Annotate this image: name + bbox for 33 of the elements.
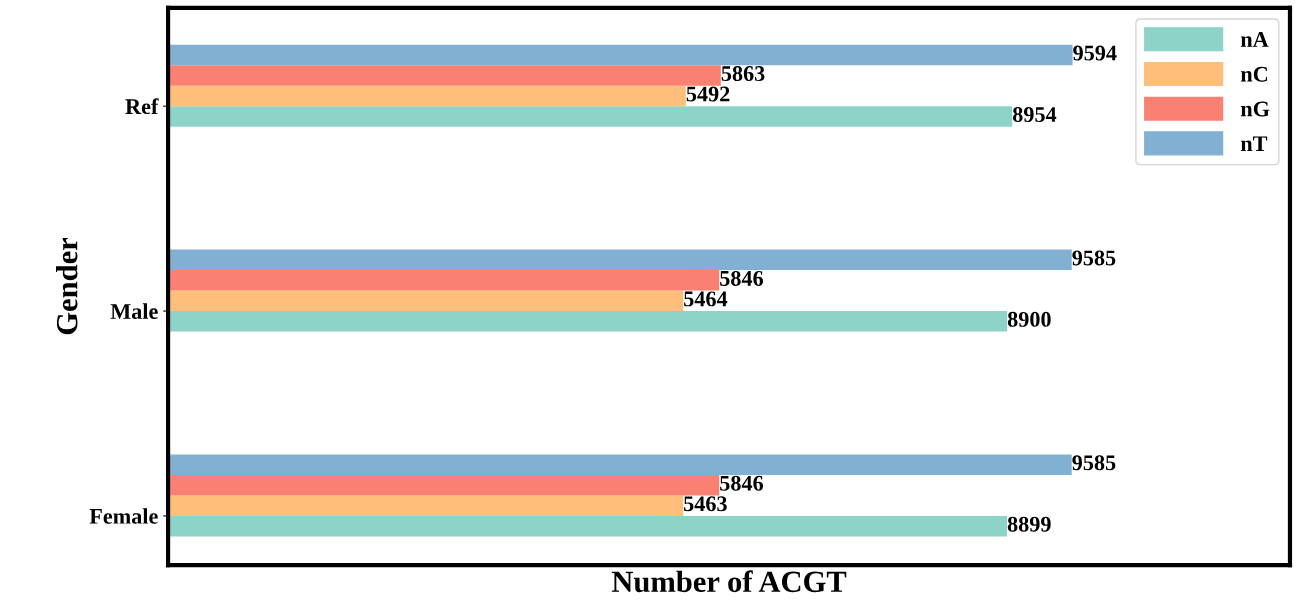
data-label: 5846 xyxy=(720,270,764,286)
bar xyxy=(168,106,1013,127)
bar xyxy=(168,495,684,516)
bar xyxy=(168,270,720,291)
bar xyxy=(168,249,1072,271)
bar xyxy=(168,290,684,312)
data-label: 9594 xyxy=(1073,45,1117,61)
legend-label: nG xyxy=(1240,101,1270,117)
data-label: 5464 xyxy=(684,291,728,307)
legend-label: nA xyxy=(1240,32,1269,47)
data-label: 5846 xyxy=(720,475,764,491)
y-tick-label: Male xyxy=(110,303,158,319)
y-axis-title: Gender xyxy=(56,237,78,335)
bar xyxy=(168,44,1073,66)
data-label: 9585 xyxy=(1072,250,1116,266)
data-label: 5463 xyxy=(684,496,727,512)
data-label: 5492 xyxy=(686,86,730,102)
bar xyxy=(168,474,720,496)
data-label: 8899 xyxy=(1007,516,1051,532)
bar xyxy=(168,65,721,86)
bar xyxy=(168,85,686,107)
bar xyxy=(168,454,1072,475)
data-label: 5863 xyxy=(721,66,765,82)
legend-label: nT xyxy=(1240,136,1268,151)
x-axis-title: Number of ACGT xyxy=(611,570,847,593)
y-tick-label: Ref xyxy=(125,98,159,115)
legend-label: nC xyxy=(1240,66,1268,82)
data-label: 9585 xyxy=(1072,455,1116,471)
bar xyxy=(168,515,1008,537)
data-label: 8954 xyxy=(1012,107,1057,122)
data-label: 8900 xyxy=(1007,311,1051,327)
y-tick-label: Female xyxy=(89,508,158,524)
bar xyxy=(168,311,1008,332)
